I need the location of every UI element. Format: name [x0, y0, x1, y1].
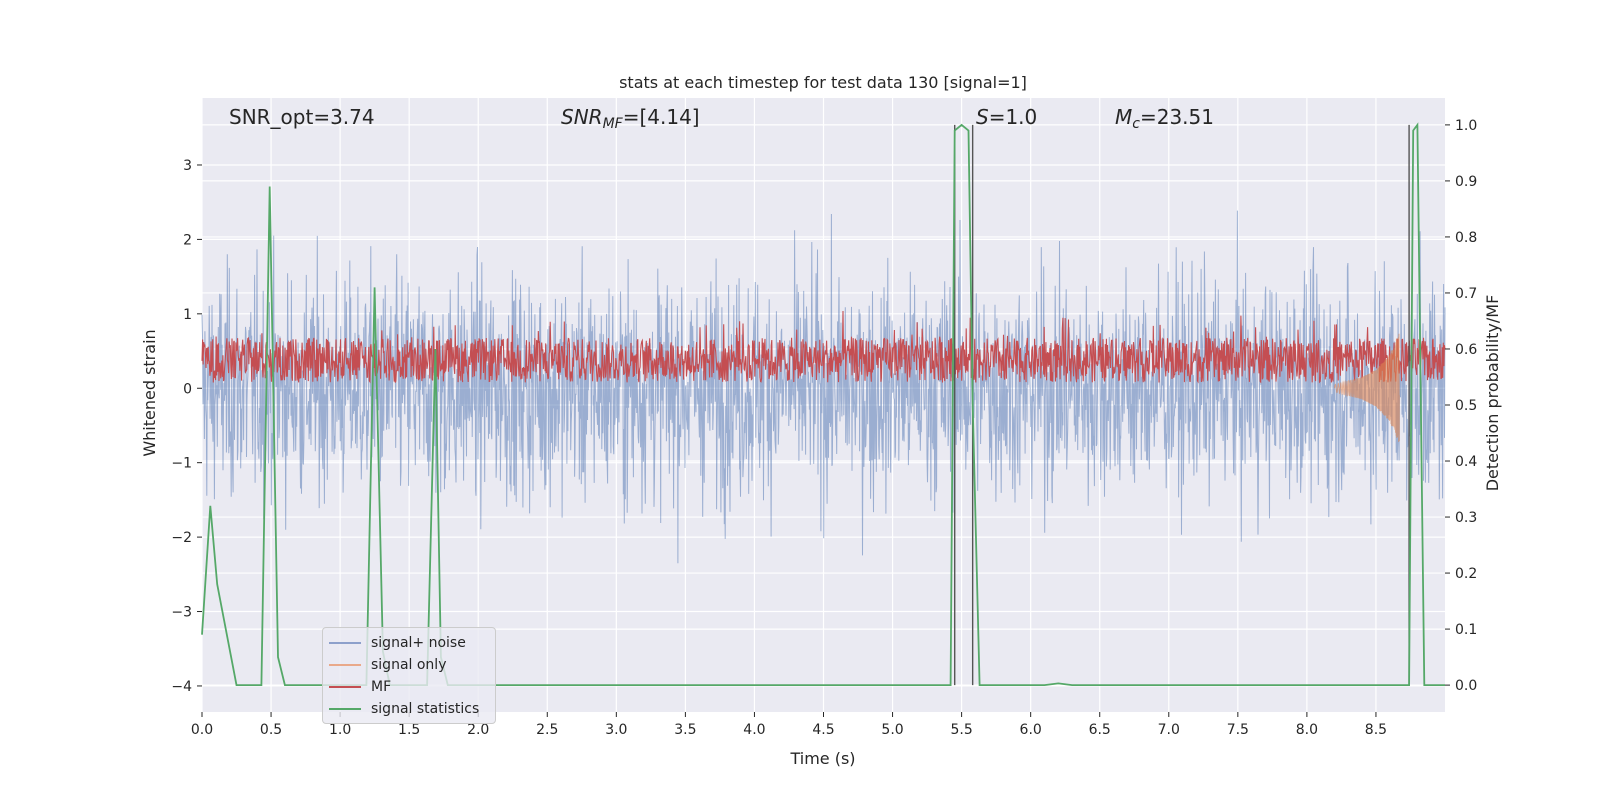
annotation-prefix: M [1115, 105, 1132, 129]
annotation-3: Mc=23.51 [1115, 105, 1214, 132]
annotation-suffix: =1.0 [989, 105, 1038, 129]
legend-item-mf: MF [329, 676, 489, 698]
y-tick-label: 3 [183, 158, 192, 174]
x-tick-label: 8.0 [1296, 722, 1318, 738]
annotation-prefix: SNR_opt=3.74 [229, 105, 375, 129]
y-right-tick-label: 0.0 [1455, 678, 1477, 694]
y-right-tick-label: 0.3 [1455, 510, 1477, 526]
x-tick-label: 1.5 [398, 722, 420, 738]
x-axis-ticks: 0.0 0.5 1.0 1.5 2.0 2.5 3.0 3.5 4.0 4.5 5.0 5.5 6.0 6… [191, 712, 1387, 738]
y-axis-ticks: −4 −3 −2 −1 0 1 2 3 [171, 158, 202, 695]
legend-swatch [329, 708, 361, 710]
chart-title: stats at each timestep for test data 130… [619, 73, 1027, 92]
x-tick-label: 3.0 [605, 722, 627, 738]
y-right-tick-label: 0.1 [1455, 622, 1477, 638]
annotation-suffix: =[4.14] [623, 105, 700, 129]
y-tick-label: 0 [183, 381, 192, 397]
x-tick-label: 5.5 [950, 722, 972, 738]
y-right-tick-label: 0.7 [1455, 286, 1477, 302]
x-tick-label: 8.5 [1365, 722, 1387, 738]
y-right-tick-label: 0.6 [1455, 342, 1477, 358]
legend: signal+ noise signal only MF signal stat… [322, 627, 496, 724]
y-right-tick-label: 0.5 [1455, 398, 1477, 414]
y-axis-label: Whitened strain [140, 329, 159, 456]
y-right-axis-label: Detection probability/MF [1483, 295, 1502, 492]
legend-swatch [329, 686, 361, 688]
x-tick-label: 6.5 [1089, 722, 1111, 738]
noise-series [201, 210, 1446, 564]
annotation-suffix: =23.51 [1140, 105, 1214, 129]
x-tick-label: 2.0 [467, 722, 489, 738]
y-tick-label: −2 [171, 530, 192, 546]
x-axis-label: Time (s) [789, 749, 855, 768]
x-tick-label: 5.0 [881, 722, 903, 738]
legend-label: MF [371, 679, 392, 695]
legend-label: signal only [371, 657, 447, 673]
annotation-prefix: S [976, 105, 989, 129]
noise-line [201, 210, 1446, 564]
y-tick-label: −4 [171, 679, 192, 695]
y-right-tick-label: 0.8 [1455, 230, 1477, 246]
x-tick-label: 2.5 [536, 722, 558, 738]
annotation-subscript: MF [603, 116, 624, 132]
legend-item-signal-noise: signal+ noise [329, 632, 489, 654]
signal-only-series [1334, 333, 1400, 443]
mf-line [201, 310, 1446, 384]
y-tick-label: 1 [183, 307, 192, 323]
y-tick-label: −3 [171, 605, 192, 621]
annotation-1: SNRMF=[4.14] [561, 105, 700, 132]
y-right-tick-label: 1.0 [1455, 118, 1477, 134]
annotation-prefix: SNR [561, 105, 603, 129]
legend-label: signal statistics [371, 701, 480, 717]
annotation-2: S=1.0 [976, 105, 1037, 129]
x-tick-label: 1.0 [329, 722, 351, 738]
y-tick-label: −1 [171, 456, 192, 472]
mf-series [201, 310, 1446, 384]
x-tick-label: 7.5 [1227, 722, 1249, 738]
y-right-tick-label: 0.4 [1455, 454, 1477, 470]
y-right-tick-label: 0.9 [1455, 174, 1477, 190]
y-tick-label: 2 [183, 232, 192, 248]
x-tick-label: 7.0 [1158, 722, 1180, 738]
legend-item-signal-only: signal only [329, 654, 489, 676]
legend-label: signal+ noise [371, 635, 466, 651]
annotations: SNR_opt=3.74 SNRMF=[4.14] S=1.0 Mc=23.51 [229, 105, 1214, 132]
signal-only-line [1334, 333, 1400, 443]
x-tick-label: 4.5 [812, 722, 834, 738]
x-tick-label: 4.0 [743, 722, 765, 738]
x-tick-label: 6.0 [1020, 722, 1042, 738]
x-tick-label: 3.5 [674, 722, 696, 738]
annotation-subscript: c [1132, 116, 1140, 132]
legend-swatch [329, 642, 361, 644]
x-tick-label: 0.0 [191, 722, 213, 738]
legend-item-signal-statistics: signal statistics [329, 698, 489, 720]
y-right-tick-label: 0.2 [1455, 566, 1477, 582]
y-right-axis-ticks: 0.0 0.1 0.2 0.3 0.4 0.5 0.6 0.7 0.8 0.9 1.0 [1445, 118, 1477, 694]
x-tick-label: 0.5 [260, 722, 282, 738]
legend-swatch [329, 664, 361, 666]
annotation-0: SNR_opt=3.74 [229, 105, 375, 129]
